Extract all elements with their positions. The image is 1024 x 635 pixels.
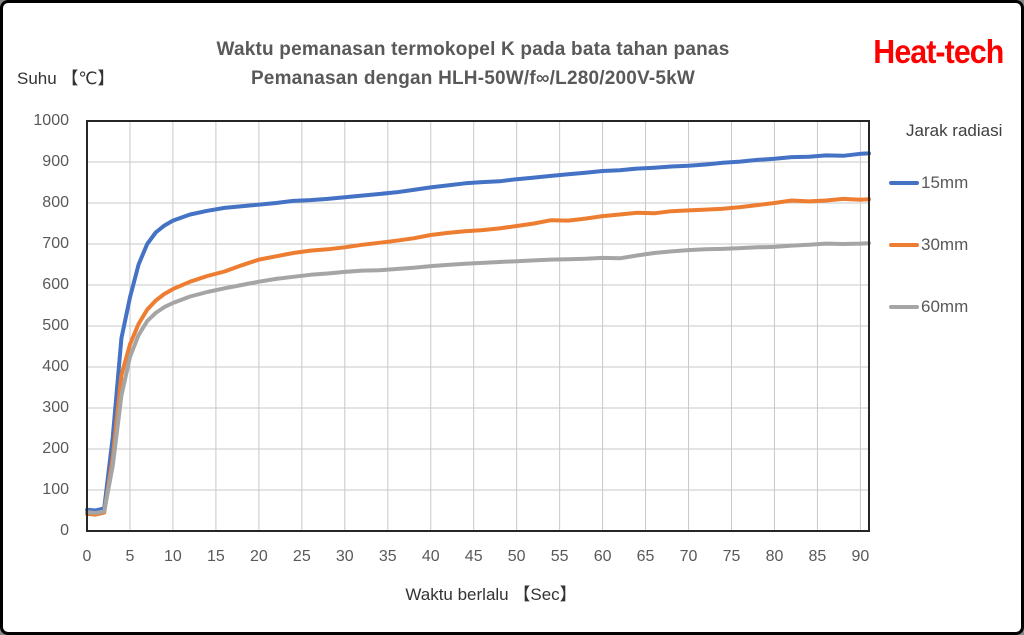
x-tick-label: 5 [125, 548, 135, 565]
x-tick-label: 80 [765, 548, 784, 565]
series-line-30mm [85, 196, 871, 517]
legend-label: 15mm [921, 173, 969, 192]
x-tick-label: 15 [206, 548, 225, 565]
y-tick-label: 700 [42, 235, 69, 252]
y-tick-label: 1000 [33, 112, 69, 129]
x-tick-label: 65 [636, 548, 655, 565]
legend-item-30mm: 30mm [889, 233, 1021, 257]
series-lines [85, 151, 871, 517]
chart-title: Waktu pemanasan termokopel K pada bata t… [93, 35, 853, 93]
x-axis-title: Waktu berlalu 【Sec】 [405, 585, 577, 604]
legend-item-60mm: 60mm [889, 295, 1021, 319]
y-tick-label: 800 [42, 194, 69, 211]
legend-items: 15mm 30mm 60mm [889, 171, 1021, 319]
chart-title-line2: Pemanasan dengan HLH-50W/f∞/L280/200V-5k… [250, 68, 696, 89]
legend-label: 60mm [921, 297, 969, 316]
x-tick-label: 20 [249, 548, 268, 565]
x-tick-label: 25 [292, 548, 311, 565]
x-tick-label: 85 [808, 548, 827, 565]
x-tick-label: 75 [722, 548, 741, 565]
legend-swatch-15mm [889, 181, 919, 185]
x-tick-label: 0 [82, 548, 92, 565]
x-tick-label: 50 [507, 548, 526, 565]
chart-plot-area [85, 120, 871, 532]
series-line-15mm [85, 151, 871, 513]
plot-frame [86, 120, 870, 532]
y-tick-label: 100 [42, 481, 69, 498]
y-tick-label: 600 [42, 276, 69, 293]
legend-label: 30mm [921, 235, 969, 254]
series-line-60mm [85, 241, 871, 515]
x-tick-label: 60 [593, 548, 612, 565]
x-tick-label: 45 [464, 548, 483, 565]
legend-swatch-30mm [889, 243, 919, 247]
x-tick-label: 30 [335, 548, 354, 565]
y-tick-label: 200 [42, 440, 69, 457]
heat-tech-logo: Heat-tech [872, 33, 1004, 70]
y-tick-label: 300 [42, 399, 69, 416]
chart-title-line1: Waktu pemanasan termokopel K pada bata t… [216, 39, 730, 60]
y-tick-label: 900 [42, 153, 69, 170]
x-tick-label: 90 [851, 548, 870, 565]
legend: Jarak radiasi 15mm 30mm 60mm [889, 121, 1021, 357]
y-tick-label: 500 [42, 317, 69, 334]
x-tick-label: 70 [679, 548, 698, 565]
x-tick-label: 10 [164, 548, 182, 565]
y-tick-label: 0 [60, 522, 69, 539]
x-tick-label: 40 [421, 548, 440, 565]
legend-swatch-60mm [889, 305, 919, 309]
x-tick-label: 55 [550, 548, 569, 565]
legend-title: Jarak radiasi [906, 121, 1003, 140]
y-tick-label: 400 [42, 358, 69, 375]
y-axis-title: Suhu 【℃】 [17, 69, 115, 88]
x-tick-label: 35 [378, 548, 397, 565]
legend-item-15mm: 15mm [889, 171, 1021, 195]
